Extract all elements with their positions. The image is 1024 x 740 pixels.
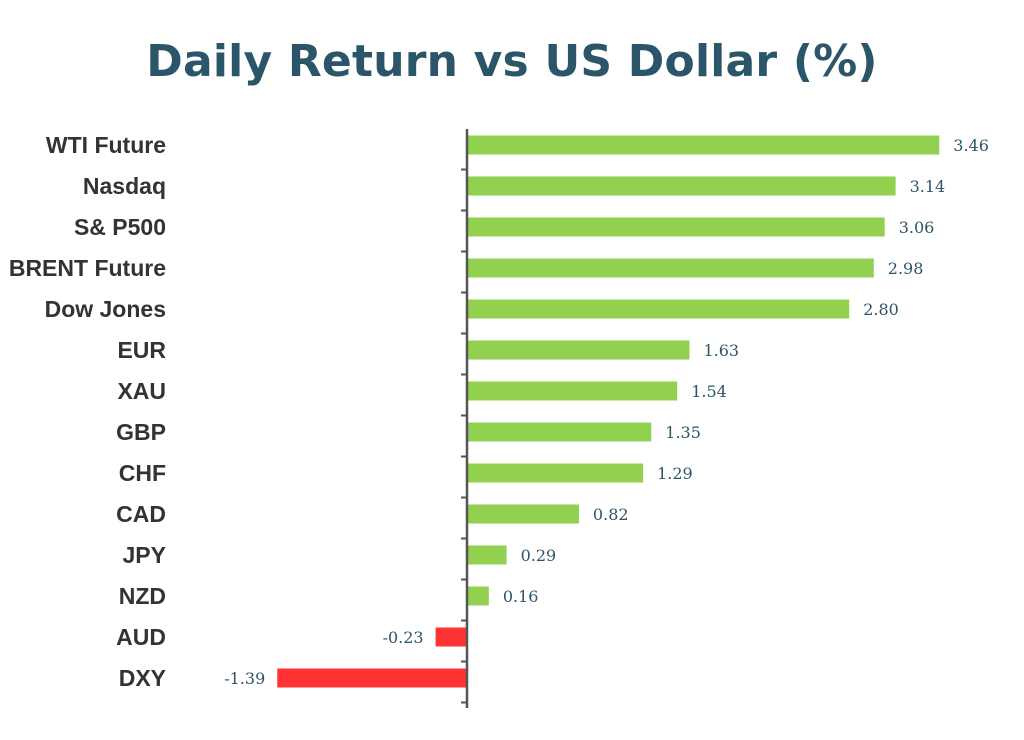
- bar-s-p500: [467, 217, 885, 237]
- bar-nasdaq: [467, 176, 896, 196]
- category-label: Dow Jones: [45, 296, 166, 322]
- value-label: 2.98: [888, 259, 924, 278]
- value-label: -0.23: [383, 628, 424, 647]
- category-label: XAU: [117, 378, 166, 404]
- category-label: DXY: [119, 665, 166, 691]
- bar-cad: [467, 504, 579, 524]
- bar-aud: [435, 627, 467, 647]
- bar-dxy: [277, 668, 467, 688]
- bar-eur: [467, 340, 690, 360]
- value-label: 0.29: [521, 546, 557, 565]
- category-label: JPY: [123, 542, 166, 568]
- category-label: CHF: [119, 460, 166, 486]
- bar-nzd: [467, 586, 489, 606]
- bar-brent-future: [467, 258, 874, 278]
- bar-xau: [467, 381, 678, 401]
- category-label: NZD: [119, 583, 166, 609]
- value-label: 3.06: [899, 218, 935, 237]
- value-label: 1.29: [657, 464, 693, 483]
- bars-layer: [277, 135, 940, 688]
- bar-jpy: [467, 545, 507, 565]
- chart-title: Daily Return vs US Dollar (%): [146, 36, 878, 87]
- labels-layer: WTI Future 3.46 Nasdaq 3.14 S& P500 3.06 BRENT…: [9, 132, 989, 691]
- bar-chf: [467, 463, 644, 483]
- bar-dow-jones: [467, 299, 850, 319]
- value-label: -1.39: [224, 669, 265, 688]
- bar-wti-future: [467, 135, 940, 155]
- value-label: 0.82: [593, 505, 629, 524]
- category-label: WTI Future: [46, 132, 166, 158]
- value-label: 3.46: [953, 136, 989, 155]
- category-label: S& P500: [74, 214, 166, 240]
- category-label: Nasdaq: [83, 173, 166, 199]
- category-label: BRENT Future: [9, 255, 166, 281]
- value-label: 1.35: [665, 423, 701, 442]
- category-label: CAD: [116, 501, 166, 527]
- value-label: 0.16: [503, 587, 539, 606]
- value-label: 3.14: [910, 177, 946, 196]
- category-label: GBP: [116, 419, 166, 445]
- category-label: AUD: [116, 624, 166, 650]
- bar-gbp: [467, 422, 652, 442]
- value-label: 1.63: [703, 341, 739, 360]
- value-label: 1.54: [691, 382, 727, 401]
- value-label: 2.80: [863, 300, 899, 319]
- category-axis: [461, 129, 469, 708]
- category-label: EUR: [117, 337, 166, 363]
